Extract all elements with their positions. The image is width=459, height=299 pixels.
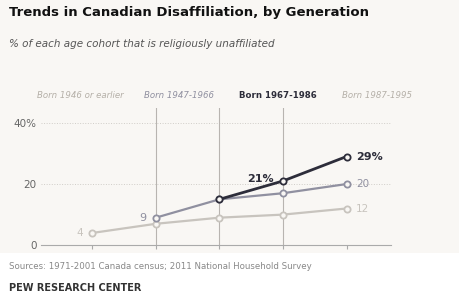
Text: PEW RESEARCH CENTER: PEW RESEARCH CENTER <box>9 283 141 292</box>
Text: 29%: 29% <box>355 152 382 161</box>
Text: 12: 12 <box>355 204 369 213</box>
Text: 20: 20 <box>355 179 369 189</box>
Text: Born 1946 or earlier: Born 1946 or earlier <box>37 91 123 100</box>
Text: 4: 4 <box>76 228 83 238</box>
Text: 21%: 21% <box>246 174 273 184</box>
Text: Sources: 1971-2001 Canada census; 2011 National Household Survey: Sources: 1971-2001 Canada census; 2011 N… <box>9 262 311 271</box>
Text: Born 1947-1966: Born 1947-1966 <box>144 91 214 100</box>
Text: Born 1967-1986: Born 1967-1986 <box>239 91 317 100</box>
Text: 9: 9 <box>139 213 146 223</box>
Text: Born 1987-1995: Born 1987-1995 <box>341 91 411 100</box>
Text: Trends in Canadian Disaffiliation, by Generation: Trends in Canadian Disaffiliation, by Ge… <box>9 6 369 19</box>
Text: % of each age cohort that is religiously unaffiliated: % of each age cohort that is religiously… <box>9 39 274 49</box>
